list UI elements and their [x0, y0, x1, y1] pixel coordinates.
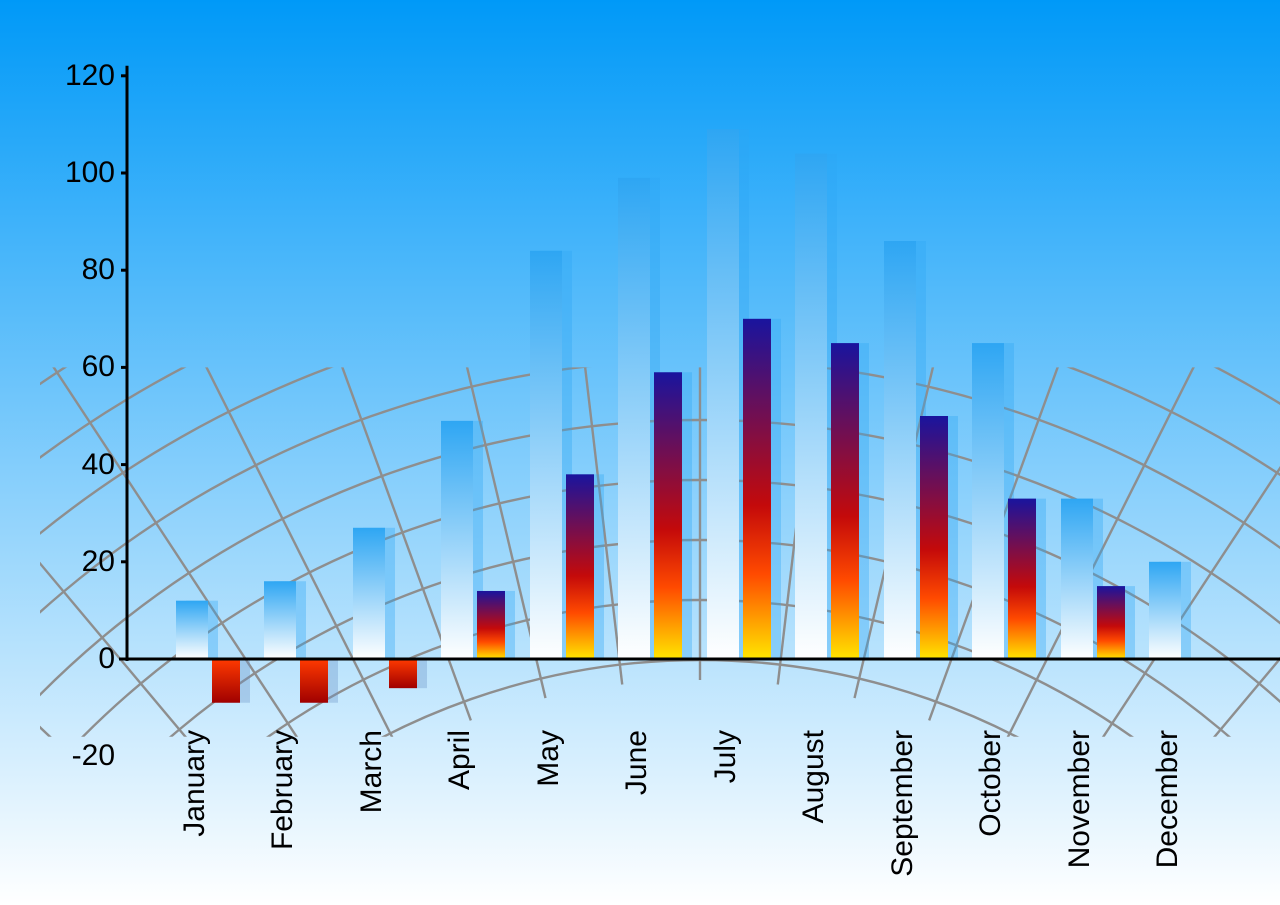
x-category-label: July [709, 730, 743, 783]
secondary-bar [920, 416, 948, 659]
x-category-label: December [1151, 730, 1185, 868]
y-tick-label: 120 [65, 59, 115, 93]
y-tick-label: 20 [82, 545, 115, 579]
secondary-bar [477, 591, 505, 659]
secondary-bar [1008, 499, 1036, 659]
primary-bar [530, 251, 562, 659]
secondary-bar [212, 659, 240, 703]
x-category-label: August [797, 730, 831, 823]
x-category-label: March [355, 730, 389, 813]
primary-bar [441, 421, 473, 659]
y-tick-label: 80 [82, 253, 115, 287]
x-category-label: November [1063, 730, 1097, 868]
x-category-label: June [620, 730, 654, 795]
x-category-label: April [443, 730, 477, 790]
secondary-bar [831, 343, 859, 659]
x-category-label: May [532, 730, 566, 787]
x-category-label: January [178, 730, 212, 837]
secondary-bar [1097, 586, 1125, 659]
primary-bar [176, 601, 208, 659]
x-category-label: October [974, 730, 1008, 837]
primary-bar [972, 343, 1004, 659]
y-tick-label: 100 [65, 156, 115, 190]
x-category-label: February [266, 730, 300, 850]
stage: -20 0 20 40 60 80 100 120 January February March Ap… [0, 0, 1280, 905]
secondary-bar [389, 659, 417, 688]
primary-bar [1149, 562, 1181, 659]
y-tick-label: 40 [82, 448, 115, 482]
primary-bar [884, 241, 916, 659]
y-tick-label: -20 [72, 739, 115, 773]
x-category-label: September [886, 730, 920, 877]
secondary-bar [300, 659, 328, 703]
primary-bar [353, 528, 385, 659]
primary-bar [795, 154, 827, 659]
primary-bar [618, 178, 650, 659]
secondary-bar [743, 319, 771, 659]
y-tick-label: 60 [82, 350, 115, 384]
primary-bar [707, 129, 739, 659]
primary-bar [264, 581, 296, 659]
secondary-bar [566, 474, 594, 659]
primary-bar [1061, 499, 1093, 659]
y-tick-label: 0 [98, 642, 115, 676]
secondary-bar [654, 372, 682, 659]
